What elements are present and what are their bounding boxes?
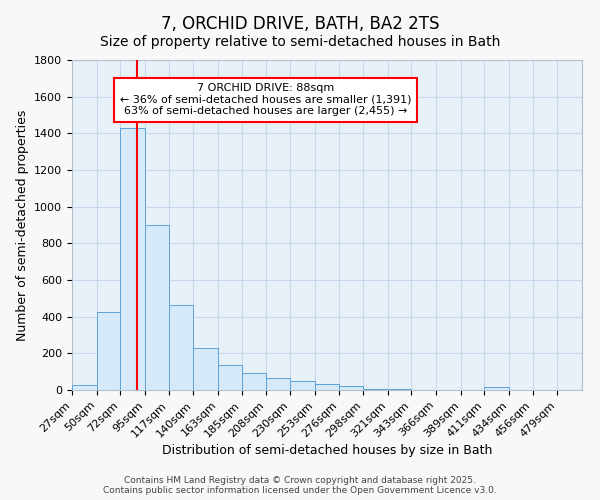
Bar <box>72 384 97 390</box>
Bar <box>97 312 121 390</box>
Bar <box>363 388 388 390</box>
X-axis label: Distribution of semi-detached houses by size in Bath: Distribution of semi-detached houses by … <box>162 444 492 458</box>
Text: 7 ORCHID DRIVE: 88sqm
← 36% of semi-detached houses are smaller (1,391)
63% of s: 7 ORCHID DRIVE: 88sqm ← 36% of semi-deta… <box>120 83 412 116</box>
Bar <box>266 378 290 390</box>
Text: 7, ORCHID DRIVE, BATH, BA2 2TS: 7, ORCHID DRIVE, BATH, BA2 2TS <box>161 15 439 33</box>
Bar <box>290 381 314 390</box>
Text: Size of property relative to semi-detached houses in Bath: Size of property relative to semi-detach… <box>100 35 500 49</box>
Y-axis label: Number of semi-detached properties: Number of semi-detached properties <box>16 110 29 340</box>
Bar <box>145 225 169 390</box>
Bar <box>169 304 193 390</box>
Bar <box>484 387 509 390</box>
Bar <box>340 386 363 390</box>
Bar <box>193 348 218 390</box>
Text: Contains HM Land Registry data © Crown copyright and database right 2025.
Contai: Contains HM Land Registry data © Crown c… <box>103 476 497 495</box>
Bar <box>218 365 242 390</box>
Bar <box>242 372 266 390</box>
Bar <box>314 384 340 390</box>
Bar <box>121 128 145 390</box>
